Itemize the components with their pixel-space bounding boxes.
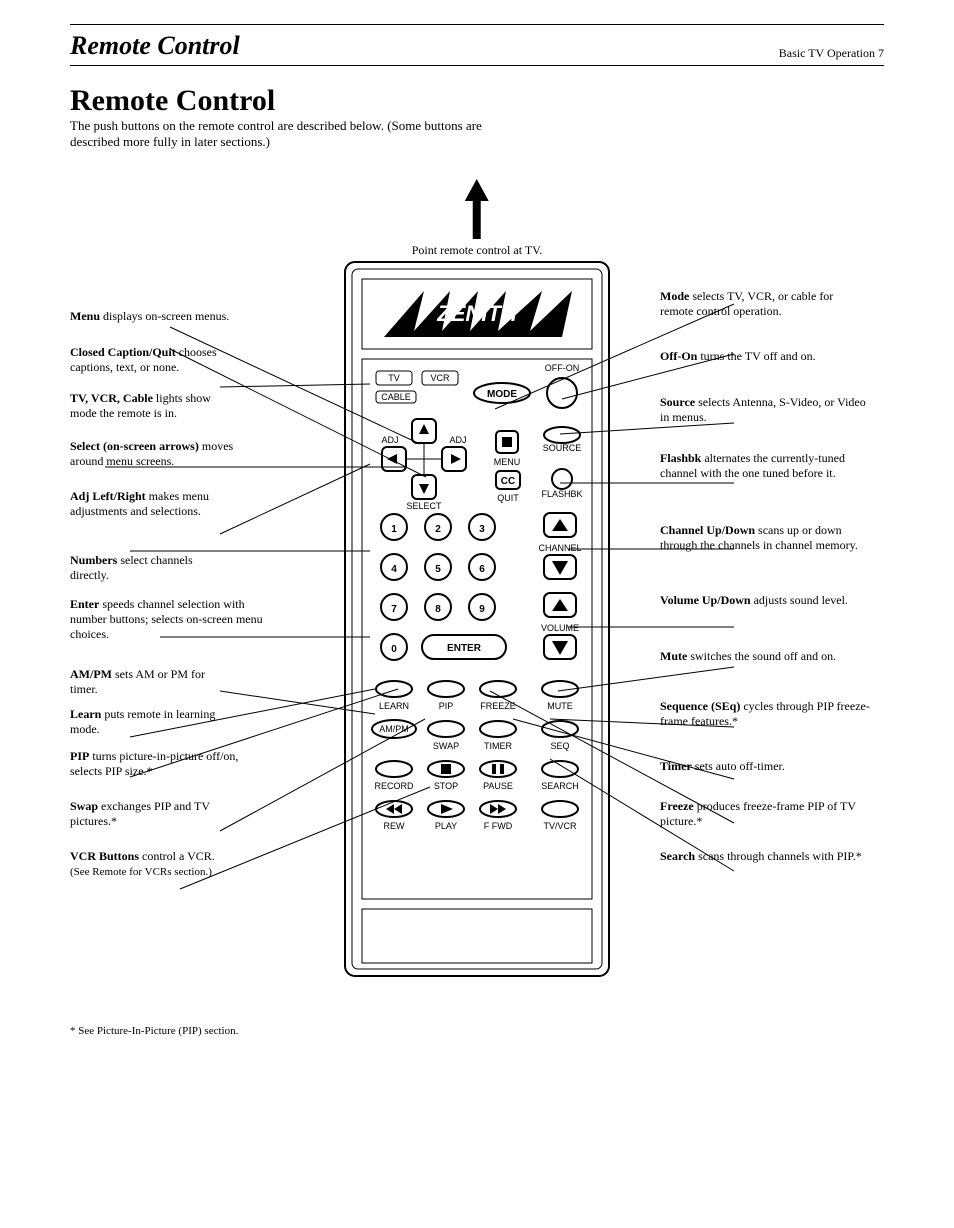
svg-text:VOLUME: VOLUME [541, 623, 579, 633]
svg-text:CHANNEL: CHANNEL [538, 543, 581, 553]
svg-text:REW: REW [384, 821, 406, 831]
callout-vcr-buttons: VCR Buttons control a VCR. (See Remote f… [70, 849, 270, 880]
svg-text:SEQ: SEQ [550, 741, 569, 751]
svg-text:SOURCE: SOURCE [543, 443, 582, 453]
rule-bottom [70, 65, 884, 66]
svg-text:FREEZE: FREEZE [480, 701, 516, 711]
svg-text:3: 3 [479, 524, 485, 535]
svg-text:ENTER: ENTER [447, 643, 482, 654]
callout-cc-quit: Closed Caption/Quit chooses captions, te… [70, 345, 230, 375]
svg-text:ZENITH: ZENITH [436, 301, 518, 326]
svg-text:1: 1 [391, 524, 397, 535]
svg-text:TV/VCR: TV/VCR [543, 821, 577, 831]
svg-text:LEARN: LEARN [379, 701, 409, 711]
callout-menu: Menu displays on-screen menus. [70, 309, 230, 324]
svg-text:CABLE: CABLE [381, 392, 411, 402]
callout-mute: Mute switches the sound off and on. [660, 649, 860, 664]
callout-search: Search scans through channels with PIP.* [660, 849, 880, 864]
svg-text:7: 7 [391, 604, 397, 615]
remote-illustration: .l { fill:none; stroke:#000; stroke-widt… [342, 259, 612, 979]
callout-select: Select (on-screen arrows) moves around m… [70, 439, 260, 469]
callout-ampm: AM/PM sets AM or PM for timer. [70, 667, 230, 697]
svg-text:ADJ: ADJ [449, 435, 466, 445]
svg-text:6: 6 [479, 564, 485, 575]
section-header-left: Remote Control [70, 31, 240, 61]
remote-diagram: Point remote control at TV. .l { fill:no… [70, 159, 884, 1019]
callout-seq: Sequence (SEq) cycles through PIP freeze… [660, 699, 880, 729]
svg-text:4: 4 [391, 564, 397, 575]
section-header-right: Basic TV Operation 7 [779, 46, 884, 61]
page-title: Remote Control [70, 84, 884, 118]
footnote: * See Picture-In-Picture (PIP) section. [70, 1025, 884, 1037]
callout-learn: Learn puts remote in learning mode. [70, 707, 230, 737]
svg-text:PAUSE: PAUSE [483, 781, 513, 791]
svg-text:MENU: MENU [494, 457, 521, 467]
svg-text:CC: CC [501, 476, 515, 487]
callout-mode: Mode selects TV, VCR, or cable for remot… [660, 289, 860, 319]
svg-text:ADJ: ADJ [381, 435, 398, 445]
svg-text:MODE: MODE [487, 389, 517, 400]
svg-text:TIMER: TIMER [484, 741, 512, 751]
section-header: Remote Control Basic TV Operation 7 [70, 31, 884, 61]
callout-timer: Timer sets auto off-timer. [660, 759, 860, 774]
callout-channel: Channel Up/Down scans up or down through… [660, 523, 880, 553]
callout-freeze: Freeze produces freeze-frame PIP of TV p… [660, 799, 880, 829]
title-block: Remote Control The push buttons on the r… [70, 84, 884, 151]
page-subtitle: The push buttons on the remote control a… [70, 118, 490, 151]
callout-source: Source selects Antenna, S-Video, or Vide… [660, 395, 870, 425]
svg-text:SEARCH: SEARCH [541, 781, 579, 791]
callout-flashbk: Flashbk alternates the currently-tuned c… [660, 451, 880, 481]
svg-text:MUTE: MUTE [547, 701, 573, 711]
svg-text:VCR: VCR [430, 373, 450, 383]
svg-text:8: 8 [435, 604, 441, 615]
callout-offon: Off-On turns the TV off and on. [660, 349, 860, 364]
svg-text:SELECT: SELECT [406, 501, 442, 511]
svg-text:PIP: PIP [439, 701, 454, 711]
svg-text:OFF-ON: OFF-ON [545, 363, 580, 373]
rule-top [70, 24, 884, 25]
callout-volume: Volume Up/Down adjusts sound level. [660, 593, 860, 608]
svg-text:TV: TV [388, 373, 400, 383]
callout-enter: Enter speeds channel selection with numb… [70, 597, 270, 642]
svg-text:SWAP: SWAP [433, 741, 459, 751]
svg-text:0: 0 [391, 644, 397, 655]
callout-adj: Adj Left/Right makes menu adjustments an… [70, 489, 230, 519]
svg-text:F FWD: F FWD [484, 821, 513, 831]
svg-text:9: 9 [479, 604, 485, 615]
svg-text:STOP: STOP [434, 781, 458, 791]
callout-pip: PIP turns picture-in-picture off/on, sel… [70, 749, 250, 779]
svg-text:FLASHBK: FLASHBK [541, 489, 582, 499]
svg-text:QUIT: QUIT [497, 493, 519, 503]
callout-tv-vcr-cable: TV, VCR, Cable lights show mode the remo… [70, 391, 230, 421]
svg-text:RECORD: RECORD [374, 781, 414, 791]
svg-text:2: 2 [435, 524, 441, 535]
svg-text:AM/PM: AM/PM [379, 724, 409, 734]
svg-text:5: 5 [435, 564, 441, 575]
callout-numbers: Numbers select channels directly. [70, 553, 230, 583]
svg-text:PLAY: PLAY [435, 821, 457, 831]
callout-swap: Swap exchanges PIP and TV pictures.* [70, 799, 230, 829]
